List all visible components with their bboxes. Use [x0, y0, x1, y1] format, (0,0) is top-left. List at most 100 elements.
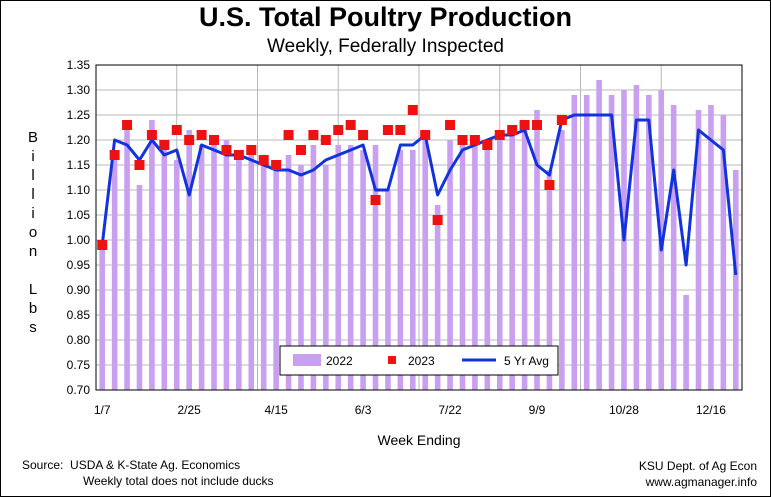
bar-2022 [459, 135, 466, 390]
bar-2022 [571, 95, 578, 390]
bar-2022 [335, 145, 342, 390]
marker-2023 [407, 105, 418, 115]
marker-2023 [271, 160, 282, 170]
y-axis-label-letter: o [28, 224, 38, 241]
marker-2023 [246, 145, 257, 155]
bar-2022 [236, 150, 242, 390]
bar-2022 [211, 145, 217, 390]
marker-2023 [482, 140, 493, 150]
marker-2023 [283, 130, 294, 140]
y-tick-label: 0.90 [67, 283, 91, 297]
legend-swatch-2022 [293, 354, 321, 366]
y-axis-label-letter: l [31, 186, 35, 203]
bar-2022 [695, 110, 702, 390]
bar-2022 [223, 140, 230, 390]
marker-2023 [507, 125, 518, 135]
bar-2022 [409, 150, 416, 390]
x-tick-label: 9/9 [529, 403, 546, 417]
marker-2023 [469, 135, 480, 145]
y-axis-label-letter: b [28, 300, 38, 317]
bar-2022 [285, 155, 292, 390]
bar-2022 [397, 150, 404, 390]
bar-2022 [732, 170, 739, 390]
y-tick-label: 0.80 [67, 333, 91, 347]
y-tick-label: 1.10 [67, 183, 91, 197]
chart-title: U.S. Total Poultry Production [198, 2, 572, 32]
bar-2022 [273, 165, 279, 390]
marker-2023 [333, 125, 344, 135]
marker-2023 [345, 120, 356, 130]
bar-2022 [633, 85, 640, 390]
marker-2023 [233, 150, 244, 160]
bar-2022 [509, 130, 515, 390]
marker-2023 [532, 120, 543, 130]
bar-2022 [347, 145, 354, 390]
y-tick-label: 0.75 [67, 358, 91, 372]
bar-2022 [99, 240, 106, 390]
x-axis-label: Week Ending [377, 432, 461, 448]
y-tick-label: 1.30 [67, 83, 91, 97]
legend: 2022 2023 5 Yr Avg [279, 345, 559, 376]
y-axis-label-letter: n [28, 243, 38, 260]
y-axis-label-letter: B [27, 129, 38, 146]
bar-2022 [484, 145, 491, 390]
x-tick-label: 1/7 [94, 403, 111, 417]
source-line-1: Source: USDA & K-State Ag. Economics [22, 458, 241, 472]
y-tick-label: 1.15 [67, 158, 91, 172]
marker-2023 [146, 130, 157, 140]
bar-2022 [683, 295, 689, 390]
marker-2023 [221, 145, 232, 155]
markers-2023 [97, 105, 567, 250]
bar-2022 [124, 130, 130, 390]
marker-2023 [122, 120, 133, 130]
legend-label-2023: 2023 [408, 354, 435, 368]
bar-2022 [422, 135, 429, 390]
x-tick-labels: 1/7 2/25 4/15 6/3 7/22 9/9 10/28 12/16 [94, 403, 726, 417]
y-tick-label: 0.70 [67, 383, 91, 397]
legend-label-5yr-avg: 5 Yr Avg [504, 354, 549, 368]
bar-2022 [248, 145, 255, 390]
bar-2022 [173, 160, 180, 390]
bar-2022 [708, 105, 714, 390]
bar-2022 [360, 150, 366, 390]
marker-2023 [519, 120, 530, 130]
marker-2023 [370, 195, 381, 205]
plot-border [95, 64, 743, 391]
marker-2023 [420, 130, 431, 140]
x-tick-label: 6/3 [355, 403, 372, 417]
source-line-2: Weekly total does not include ducks [83, 474, 274, 488]
y-axis-label-letter: i [31, 205, 35, 222]
credit-line-1: KSU Dept. of Ag Econ [638, 459, 757, 473]
marker-2023 [382, 125, 393, 135]
bar-2022 [111, 150, 118, 390]
bar-2022 [323, 165, 329, 390]
bar-2022 [161, 145, 168, 390]
marker-2023 [308, 130, 319, 140]
marker-2023 [159, 140, 170, 150]
bar-2022 [583, 95, 590, 390]
y-tick-label: 1.20 [67, 133, 91, 147]
credit-note: KSU Dept. of Ag Econ www.agmanager.info [639, 458, 757, 490]
legend-box [279, 345, 559, 376]
marker-2023 [97, 240, 108, 250]
bar-2022 [260, 155, 267, 390]
marker-2023 [258, 155, 269, 165]
bar-2022 [447, 140, 453, 390]
marker-2023 [320, 135, 331, 145]
line-5yr-avg [100, 113, 738, 276]
x-tick-label: 12/16 [696, 403, 726, 417]
bar-2022 [559, 130, 565, 390]
bar-2022 [186, 130, 192, 390]
legend-label-2022: 2022 [326, 354, 353, 368]
y-axis-label-letter: s [29, 319, 37, 336]
marker-2023 [295, 145, 306, 155]
marker-2023 [445, 120, 456, 130]
bar-2022 [385, 190, 391, 390]
bar-2022 [596, 80, 602, 390]
x-tick-label: 10/28 [609, 403, 639, 417]
bar-2022 [646, 95, 652, 390]
bar-2022 [136, 185, 143, 390]
y-tick-label: 1.05 [67, 208, 91, 222]
